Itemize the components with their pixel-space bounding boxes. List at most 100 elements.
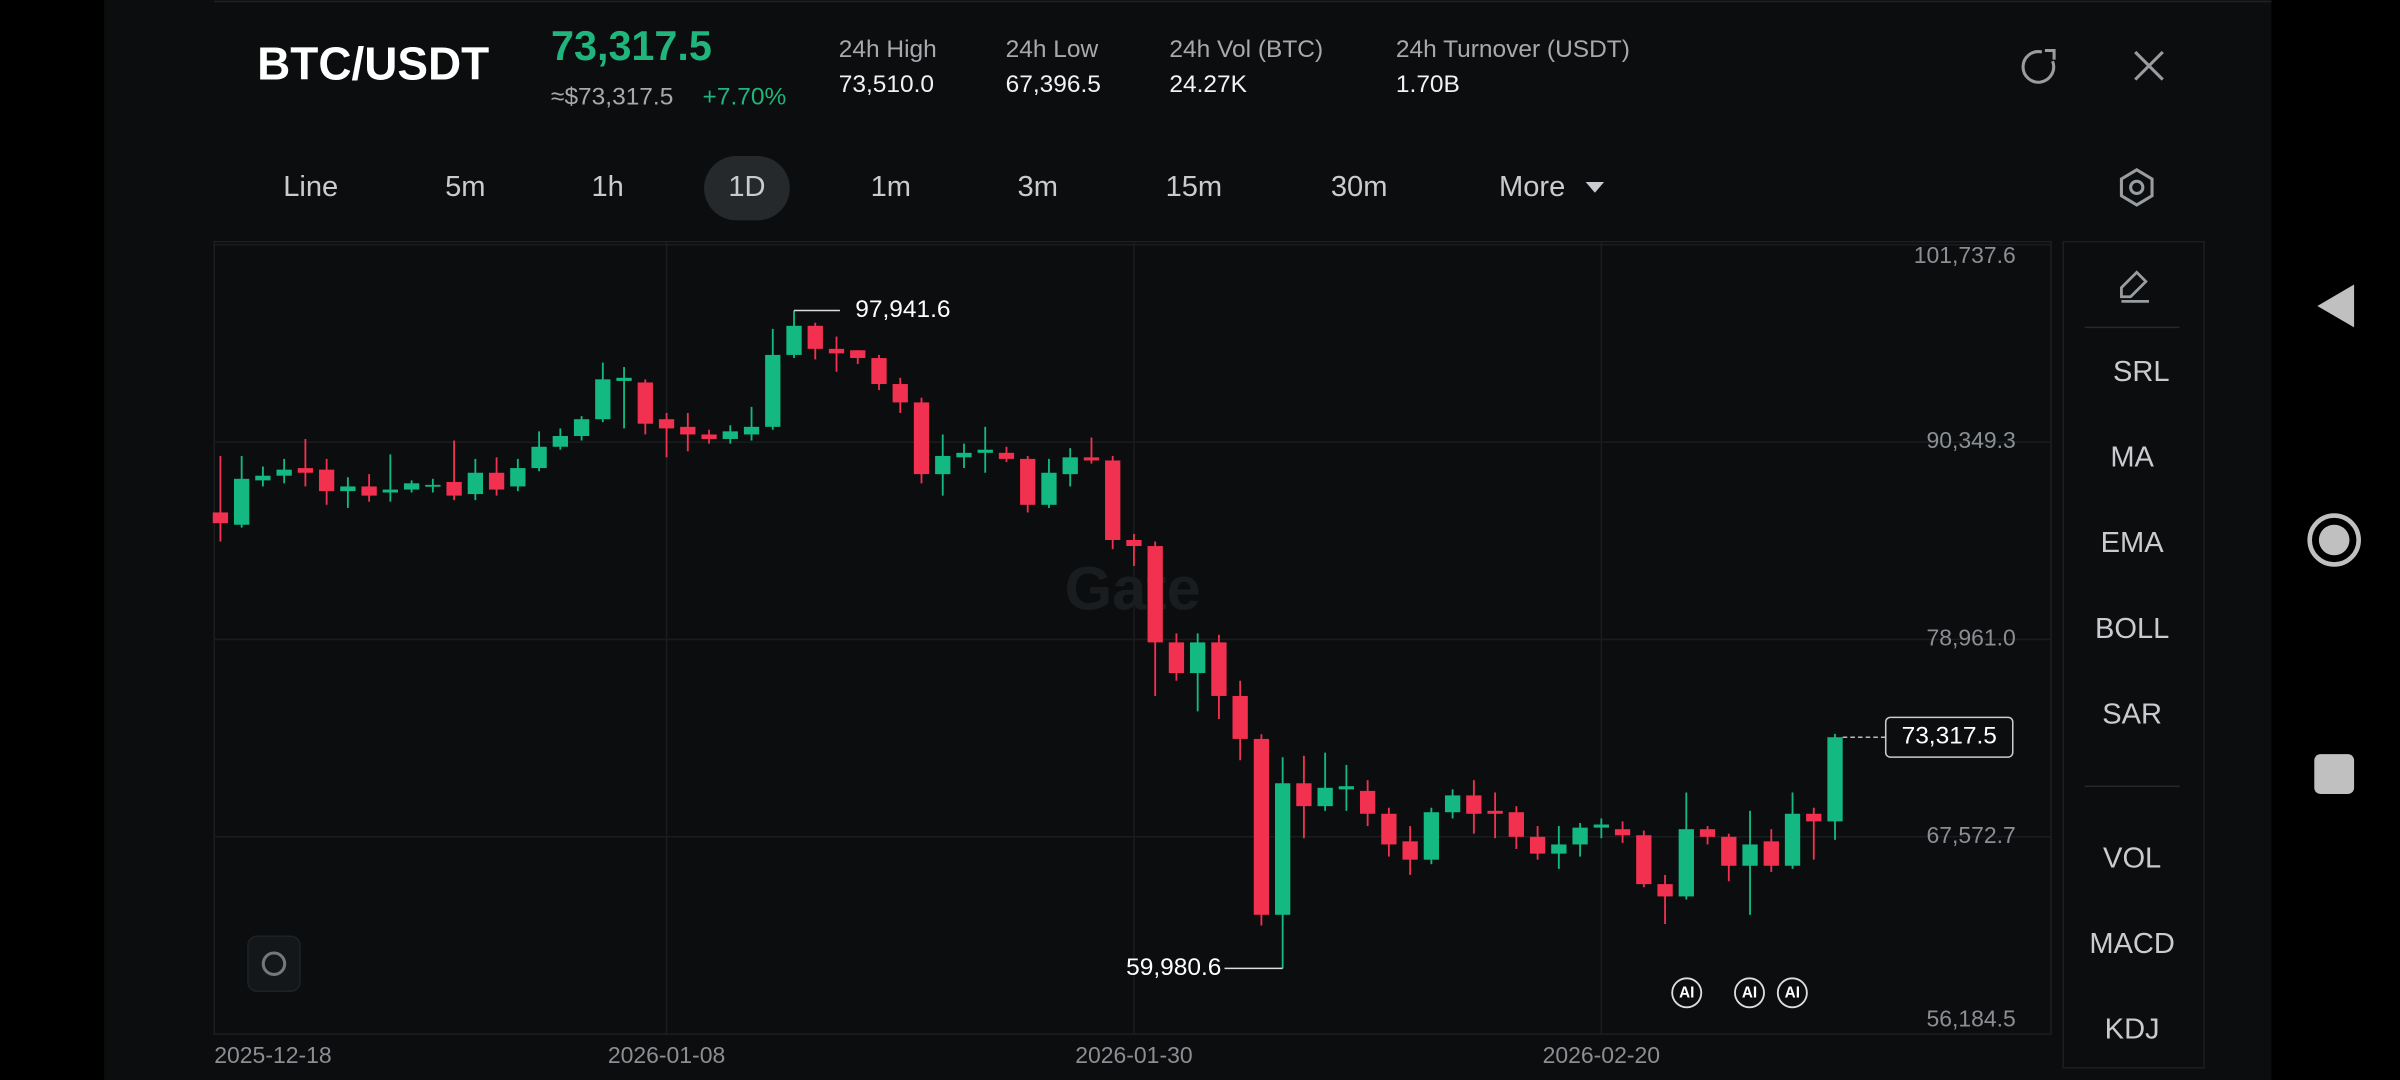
candle-body	[977, 449, 993, 453]
stat-label: 24h Vol (BTC)	[1169, 36, 1323, 63]
candle-body	[510, 468, 526, 487]
candle-body	[1572, 827, 1588, 845]
candle-body	[892, 384, 908, 403]
tab[interactable]: 30m	[1331, 171, 1388, 203]
candle-body	[276, 469, 292, 476]
candle-body	[1551, 844, 1567, 854]
candle-body	[1126, 539, 1142, 547]
x-tick-label: 2026-01-08	[608, 1042, 725, 1068]
y-tick-label: 101,737.6	[1914, 242, 2016, 268]
candle-body	[1784, 813, 1801, 866]
candle-body	[1275, 783, 1291, 915]
candle-body	[701, 434, 717, 439]
candle-body	[1041, 472, 1057, 505]
indicator-list: SRL MA EMA BOLL SAR VOL MACD KDJ	[2089, 356, 2175, 1046]
chart-tool-icon	[261, 951, 287, 976]
sub-indicator[interactable]: MACD	[2089, 928, 2175, 960]
tab[interactable]: 15m	[1166, 171, 1223, 203]
candle-body	[425, 484, 441, 487]
candle-body	[1763, 841, 1779, 866]
active-tab-bg	[704, 156, 790, 221]
x-tick-label: 2026-01-30	[1075, 1042, 1192, 1068]
candle-body	[467, 472, 483, 495]
low-marker-label: 59,980.6	[1126, 954, 1221, 981]
indicator[interactable]: EMA	[2101, 527, 2165, 559]
ai-badge[interactable]	[1776, 977, 1808, 1009]
candle-body	[1232, 695, 1248, 739]
y-tick-label: 78,961.0	[1926, 625, 2015, 651]
candle-body	[956, 452, 972, 458]
candle-body	[743, 426, 760, 435]
candle-body	[1402, 841, 1418, 860]
candle-body	[1806, 813, 1822, 822]
candle-body	[765, 354, 781, 427]
candle-body	[1742, 844, 1758, 866]
candle-body	[1721, 836, 1737, 866]
last-price-box	[1884, 716, 2014, 758]
nav-home[interactable]	[2307, 513, 2361, 567]
tab[interactable]: Line	[283, 171, 338, 203]
sub-indicator[interactable]: VOL	[2103, 842, 2161, 874]
tab[interactable]: 1m	[871, 171, 911, 203]
candle-body	[1657, 884, 1673, 897]
candle-body	[786, 325, 802, 355]
y-tick-label: 56,184.5	[1926, 1005, 2015, 1031]
nav-back[interactable]	[2317, 284, 2355, 328]
nav-home-dot	[2318, 524, 2350, 556]
last-price: 73,317.5	[551, 23, 712, 69]
ai-badge[interactable]	[1671, 977, 1703, 1009]
indicator[interactable]: SAR	[2102, 699, 2162, 731]
dropdown-arrow[interactable]	[1585, 182, 1605, 193]
indicator[interactable]: MA	[2110, 442, 2154, 474]
x-tick-label: 2025-12-18	[214, 1042, 331, 1068]
nav-recents[interactable]	[2314, 754, 2355, 794]
sub-indicator[interactable]: KDJ	[2105, 1014, 2160, 1046]
ai-badge-label: AI	[1679, 985, 1694, 1002]
indicator[interactable]: SRL	[2113, 356, 2170, 388]
candle-body	[446, 481, 462, 496]
candle-body	[403, 483, 420, 490]
candle-body	[1168, 642, 1185, 674]
tab[interactable]: 1D	[728, 171, 765, 203]
pair: BTC/USDT	[257, 37, 489, 89]
candle-body	[1381, 813, 1397, 845]
watermark: Gate	[1065, 555, 1201, 623]
candle-body	[361, 486, 377, 496]
candle-body	[1105, 460, 1121, 540]
y-tick-label: 67,572.7	[1926, 822, 2015, 848]
candle-body	[255, 475, 271, 481]
tab[interactable]: More	[1499, 171, 1565, 203]
candle-body	[722, 431, 738, 439]
candle-body	[1487, 810, 1503, 814]
refresh-icon[interactable]	[2021, 48, 2056, 84]
chart-tool-button[interactable]	[247, 935, 301, 993]
y-tick-label: 90,349.3	[1926, 427, 2015, 453]
ai-badge-label: AI	[1742, 985, 1757, 1002]
indicator[interactable]: BOLL	[2095, 613, 2169, 645]
draw-icon[interactable]	[2120, 270, 2149, 303]
close-icon[interactable]	[2134, 50, 2164, 81]
stat-value: 24.27K	[1169, 71, 1247, 98]
candle-body	[1678, 829, 1694, 897]
tab[interactable]: 3m	[1018, 171, 1058, 203]
candle-body	[1083, 457, 1100, 461]
candle-body	[828, 348, 845, 354]
candlestick-chart: 101,737.6 90,349.3 78,961.0 67,572.7 56,184.…	[212, 241, 2052, 1068]
candle-body	[552, 436, 568, 447]
candle-body	[1211, 642, 1227, 696]
tab[interactable]: 1h	[591, 171, 623, 203]
candle-body	[1359, 790, 1376, 814]
ai-badge[interactable]	[1734, 977, 1765, 1009]
high-marker-label: 97,941.6	[855, 296, 950, 323]
candle-body	[573, 419, 590, 437]
candle-body	[850, 350, 866, 359]
candle-body	[297, 468, 314, 473]
settings-icon[interactable]	[2119, 168, 2154, 207]
tab[interactable]: 5m	[445, 171, 485, 203]
sidebar	[2062, 240, 2205, 1069]
x-tick-label: 2026-02-20	[1543, 1042, 1660, 1068]
approx-price: ≈$73,317.5	[551, 83, 673, 110]
candle-body	[1593, 824, 1609, 828]
candle-body	[1529, 836, 1546, 854]
